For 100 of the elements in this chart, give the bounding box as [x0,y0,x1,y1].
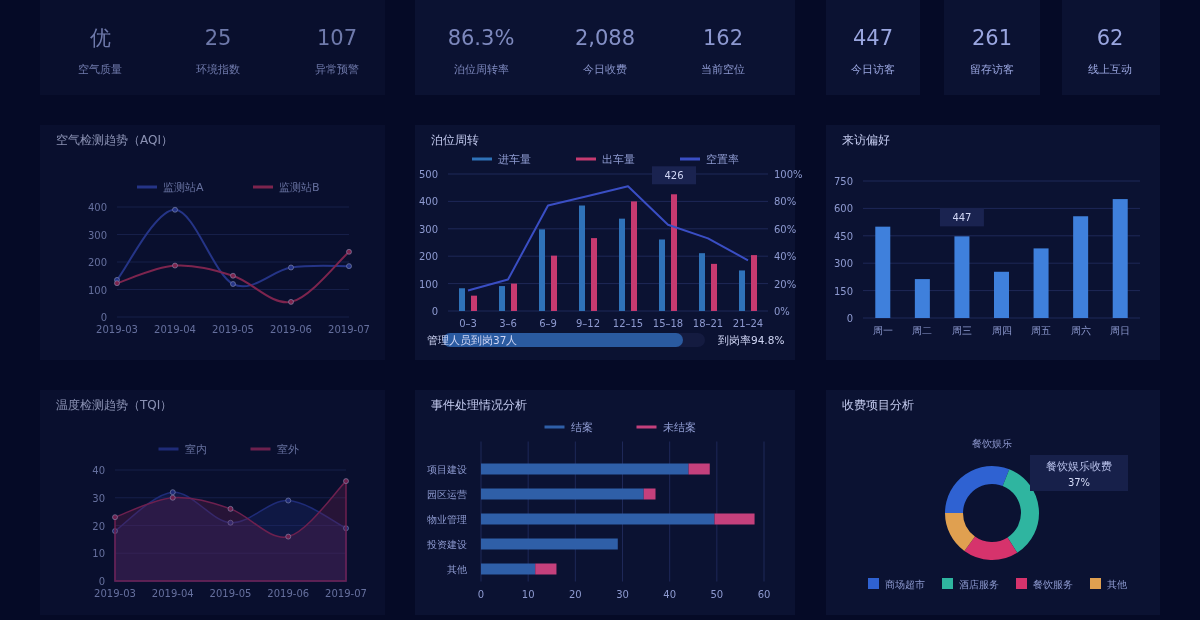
x-tick-label: 60 [757,588,771,600]
text: 25 [204,26,232,50]
legend-label: 室外 [276,443,299,456]
text: 447 [852,26,894,50]
y-tick-label: 10 [92,548,105,560]
y-tick-label: 600 [833,203,853,215]
y-tick-label: 300 [418,223,438,235]
chart-title: 温度检测趋势（TQI） [56,398,173,412]
legend-label: 空置率 [706,153,739,166]
x-tick-label: 0 [477,588,485,600]
text: 环境指数 [196,63,240,76]
x-tick-label: 2019-05 [209,588,252,599]
x-tick-label: 周一 [872,325,893,336]
y2-tick-label: 0% [774,306,790,317]
x-tick-label: 周四 [991,325,1012,336]
chart-title: 空气检测趋势（AQI） [56,133,173,147]
x-tick-label: 周二 [912,325,933,336]
y-tick-label: 100 [87,284,107,296]
y-tick-label: 450 [833,230,853,242]
x-tick-label: 2019-06 [267,588,310,599]
y-tick-label: 300 [87,229,107,241]
annotation: 447 [952,212,972,224]
y-tick-label: 物业管理 [427,514,467,525]
y-tick-label: 100 [418,278,438,290]
x-tick-label: 2019-07 [328,324,370,335]
y-tick-label: 20 [92,520,105,532]
x-tick-label: 12–15 [612,318,644,329]
y-tick-label: 项目建设 [427,464,467,475]
x-tick-label: 周六 [1070,325,1091,336]
chart-title: 收费项目分析 [842,398,914,412]
x-tick-label: 6–9 [539,318,557,329]
legend-label: 监测站A [163,181,204,194]
x-tick-label: 0–3 [459,318,477,329]
x-tick-label: 30 [616,588,629,600]
text: 今日访客 [851,63,895,76]
y2-tick-label: 40% [774,251,797,263]
x-tick-label: 2019-04 [154,324,196,335]
x-tick-label: 2019-04 [151,588,194,599]
y-tick-label: 400 [87,202,107,213]
x-tick-label: 周日 [1110,325,1131,336]
y2-tick-label: 20% [774,278,797,290]
chart-title: 事件处理情况分析 [431,398,527,412]
y2-tick-label: 80% [774,196,797,208]
y-tick-label: 300 [833,258,853,270]
text: 37% [1067,477,1091,488]
legend-label: 商场超市 [885,579,925,590]
x-tick-label: 18–21 [692,318,724,329]
legend-label: 酒店服务 [959,579,999,590]
x-tick-label: 20 [568,588,582,600]
text: 162 [702,26,744,50]
legend-label: 结案 [570,421,593,434]
text: 餐饮娱乐收费 [1046,460,1112,472]
x-tick-label: 周三 [951,325,972,336]
text: 管理人员到岗37人 [427,334,518,346]
y-tick-label: 750 [833,176,853,187]
text: 空气质量 [78,63,122,76]
y-tick-label: 150 [833,285,853,297]
y-tick-label: 其他 [447,564,467,575]
legend-label: 出车量 [602,153,635,166]
text: 62 [1096,26,1124,50]
y-tick-label: 园区运营 [427,489,467,500]
x-tick-label: 9–12 [575,318,601,329]
text: 餐饮娱乐 [972,438,1012,449]
y-tick-label: 30 [92,492,105,504]
chart-title: 泊位周转 [431,133,479,147]
text: 2,088 [574,26,636,50]
x-tick-label: 2019-03 [96,324,138,335]
text: 当前空位 [701,63,745,76]
x-tick-label: 15–18 [652,318,684,329]
y-tick-label: 400 [418,196,438,208]
legend-label: 其他 [1107,579,1127,590]
x-tick-label: 周五 [1031,325,1052,336]
text: 异常预警 [315,63,359,76]
x-tick-label: 2019-03 [94,588,136,599]
y-tick-label: 0 [431,306,438,317]
y-tick-label: 0 [98,576,105,587]
x-tick-label: 40 [663,588,677,600]
y-tick-label: 40 [92,465,105,476]
y2-tick-label: 100% [774,169,803,180]
x-tick-label: 10 [521,588,535,600]
legend-label: 未结案 [662,421,696,434]
y-tick-label: 投资建设 [426,539,467,550]
text: 留存访客 [970,63,1014,76]
text: 到岗率94.8% [718,334,785,346]
legend-label: 餐饮服务 [1033,579,1073,590]
x-tick-label: 2019-07 [325,588,367,599]
x-tick-label: 21–24 [732,318,764,329]
x-tick-label: 2019-06 [270,324,312,335]
text: 泊位周转率 [453,63,509,76]
text: 优 [89,26,111,50]
text: 261 [971,26,1013,50]
x-tick-label: 3–6 [499,318,517,329]
legend-label: 进车量 [498,153,531,166]
text: 线上互动 [1088,63,1132,76]
x-tick-label: 2019-05 [212,324,254,335]
y-tick-label: 200 [418,251,438,263]
text: 107 [316,26,358,50]
chart-title: 来访偏好 [842,133,890,147]
annotation: 426 [664,170,684,182]
y2-tick-label: 60% [774,223,797,235]
